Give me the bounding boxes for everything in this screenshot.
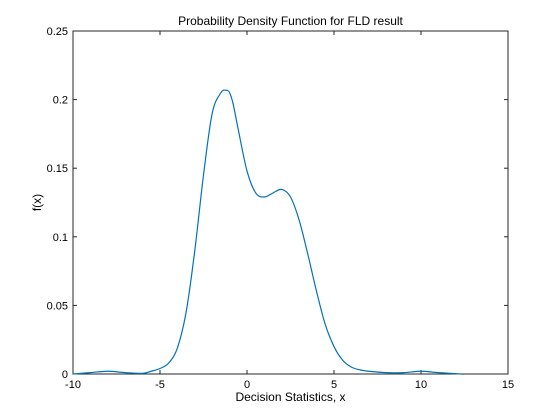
x-tick-label: 15	[502, 379, 514, 391]
y-axis-label: f(x)	[30, 194, 44, 211]
x-axis-label: Decision Statistics, x	[235, 390, 345, 404]
plot-frame	[72, 30, 509, 375]
x-tick-label: -5	[155, 379, 165, 391]
y-tick-label: 0.25	[47, 26, 68, 38]
x-tick-labels: -10 -5 0 5 10 15	[65, 379, 514, 391]
x-tick-label: 5	[331, 379, 337, 391]
x-tick-label: 0	[244, 379, 250, 391]
y-tick-label: 0.1	[53, 232, 68, 244]
y-tick-labels: 0 0.05 0.1 0.15 0.2 0.25	[47, 26, 68, 381]
plot-area	[72, 30, 509, 375]
y-tick-label: 0	[62, 369, 68, 381]
y-tick-label: 0.05	[47, 300, 68, 312]
ticks	[72, 30, 509, 375]
y-tick-label: 0.2	[53, 95, 68, 107]
x-tick-label: -10	[65, 379, 81, 391]
x-tick-label: 10	[415, 379, 427, 391]
chart-title: Probability Density Function for FLD res…	[178, 14, 403, 28]
y-tick-label: 0.15	[47, 163, 68, 175]
density-curve	[72, 89, 462, 375]
